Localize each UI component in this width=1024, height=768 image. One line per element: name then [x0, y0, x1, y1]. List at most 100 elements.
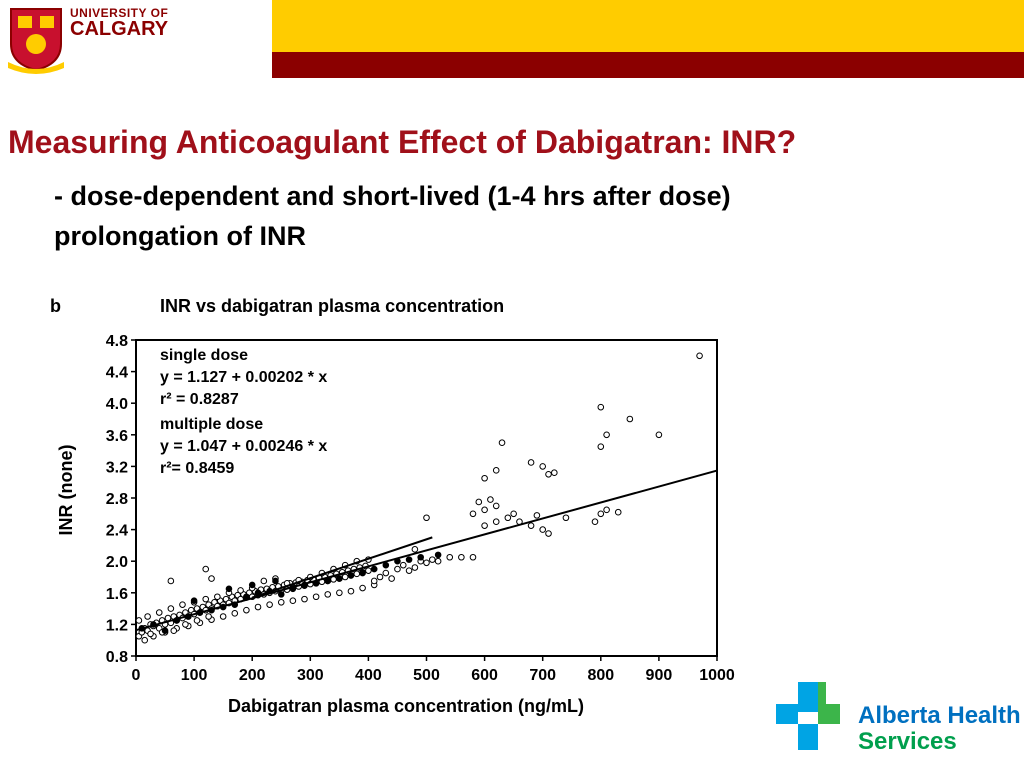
data-point-single-dose: [597, 510, 605, 518]
data-point-single-dose: [353, 570, 361, 578]
data-point-single-dose: [365, 567, 372, 574]
data-point-single-dose: [167, 577, 175, 585]
data-point-multiple-dose: [248, 581, 256, 589]
data-point-single-dose: [551, 469, 558, 477]
data-point-single-dose: [359, 584, 366, 592]
data-point-multiple-dose: [161, 627, 169, 635]
chart-axes: 0 100 200 300 400 500 600 700 800 900 1000 0.8 1.2 1.…: [106, 333, 735, 684]
x-tick-label: 500: [413, 667, 440, 684]
data-point-single-dose: [469, 510, 477, 518]
regression-lines: [135, 469, 718, 632]
annotation-single-r2: r² = 0.8287: [160, 391, 239, 408]
x-tick-label: 700: [529, 667, 556, 684]
data-point-single-dose: [394, 565, 401, 573]
data-point-multiple-dose: [417, 553, 424, 561]
data-point-multiple-dose: [336, 575, 343, 582]
subtitle-line1: - dose-dependent and short-lived (1-4 hr…: [54, 181, 731, 211]
data-point-single-dose: [205, 613, 212, 620]
data-point-multiple-dose: [405, 556, 413, 563]
data-point-single-dose: [545, 471, 552, 478]
data-point-single-dose: [202, 565, 210, 573]
data-point-multiple-dose: [277, 591, 285, 598]
annotation-multi-label: multiple dose: [160, 416, 263, 433]
chart-annotations: single dose y = 1.127 + 0.00202 * x r² =…: [160, 347, 327, 477]
y-tick-label: 0.8: [106, 649, 128, 666]
chart-title: INR vs dabigatran plasma concentration: [160, 296, 504, 316]
data-point-single-dose: [591, 518, 599, 525]
data-point-single-dose: [301, 595, 308, 603]
annotation-multi-r2: r²= 0.8459: [160, 460, 234, 477]
data-point-single-dose: [399, 561, 407, 569]
x-tick-label: 200: [239, 667, 266, 684]
data-point-single-dose: [202, 595, 210, 603]
logo-line1: UNIVERSITY OF: [70, 6, 169, 20]
regression-line-single: [135, 469, 718, 632]
data-point-single-dose: [626, 415, 634, 423]
y-tick-label: 1.2: [106, 617, 128, 634]
data-point-single-dose: [469, 553, 477, 561]
data-point-multiple-dose: [225, 585, 233, 593]
data-point-single-dose: [614, 508, 622, 516]
data-point-single-dose: [411, 564, 419, 571]
data-point-single-dose: [336, 589, 343, 597]
logo-line2: CALGARY: [70, 18, 169, 40]
regression-line-multiple: [251, 536, 433, 599]
y-tick-label: 1.6: [106, 586, 128, 603]
data-point-single-dose: [277, 598, 285, 606]
data-point-single-dose: [144, 613, 151, 620]
y-tick-label: 4.4: [106, 365, 128, 382]
data-point-single-dose: [458, 553, 465, 561]
data-point-single-dose: [527, 459, 535, 466]
data-point-single-dose: [603, 431, 610, 439]
y-tick-label: 3.2: [106, 459, 128, 476]
x-tick-label: 800: [587, 667, 614, 684]
data-point-single-dose: [487, 496, 494, 503]
data-point-single-dose: [388, 575, 395, 582]
data-point-single-dose: [370, 577, 378, 585]
data-point-multiple-dose: [434, 551, 442, 559]
data-point-single-dose: [481, 506, 488, 514]
crest-icon: [8, 8, 64, 74]
data-point-multiple-dose: [370, 565, 378, 573]
data-point-single-dose: [429, 556, 436, 563]
university-logo: UNIVERSITY OF CALGARY: [0, 0, 272, 78]
inr-scatter-chart: b INR vs dabigatran plasma concentration…: [50, 296, 735, 716]
data-point-single-dose: [539, 463, 547, 470]
y-tick-label: 3.6: [106, 428, 128, 445]
y-tick-label: 4.8: [106, 333, 128, 350]
data-point-single-dose: [193, 617, 201, 624]
data-point-single-dose: [312, 593, 320, 601]
data-point-single-dose: [603, 506, 610, 514]
annotation-single-label: single dose: [160, 347, 248, 364]
data-point-single-dose: [324, 591, 332, 598]
y-axis-label: INR (none): [56, 445, 76, 536]
data-point-single-dose: [446, 553, 454, 561]
data-point-multiple-dose: [272, 577, 279, 585]
x-axis-label: Dabigatran plasma concentration (ng/mL): [228, 696, 584, 716]
ahs-line1: Alberta Health: [858, 702, 1021, 729]
data-point-single-dose: [655, 431, 663, 439]
slide-subtitle: - dose-dependent and short-lived (1-4 hr…: [54, 176, 954, 256]
data-point-single-dose: [135, 617, 143, 624]
data-point-multiple-dose: [190, 597, 198, 605]
x-tick-label: 900: [646, 667, 673, 684]
data-point-single-dose: [481, 522, 488, 529]
y-tick-label: 2.4: [106, 523, 128, 540]
slide-title: Measuring Anticoagulant Effect of Dabiga…: [8, 124, 797, 160]
data-point-single-dose: [411, 546, 419, 553]
data-point-single-dose: [179, 601, 186, 608]
data-point-single-dose: [696, 352, 703, 360]
data-point-single-dose: [423, 514, 430, 522]
subtitle-line2: prolongation of INR: [54, 221, 306, 251]
ahs-line2: Services: [858, 728, 957, 755]
data-point-single-dose: [289, 597, 297, 605]
data-point-single-dose: [492, 467, 500, 474]
data-point-single-dose: [376, 573, 384, 581]
data-point-single-dose: [170, 627, 178, 635]
data-point-single-dose: [208, 575, 215, 582]
panel-label: b: [50, 296, 61, 316]
x-tick-label: 100: [181, 667, 208, 684]
data-point-single-dose: [141, 636, 149, 644]
data-point-single-dose: [504, 514, 512, 522]
data-point-single-dose: [214, 593, 221, 601]
